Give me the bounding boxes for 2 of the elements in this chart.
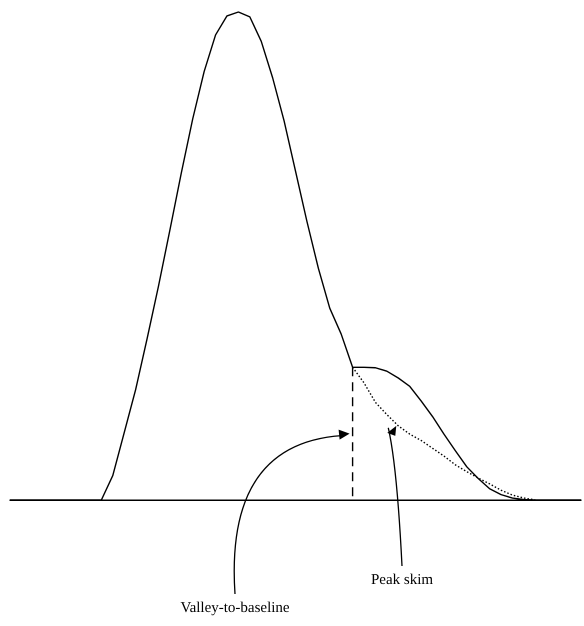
text: Peak skim — [370, 572, 434, 589]
text: Valley-to-baseline — [180, 600, 290, 617]
